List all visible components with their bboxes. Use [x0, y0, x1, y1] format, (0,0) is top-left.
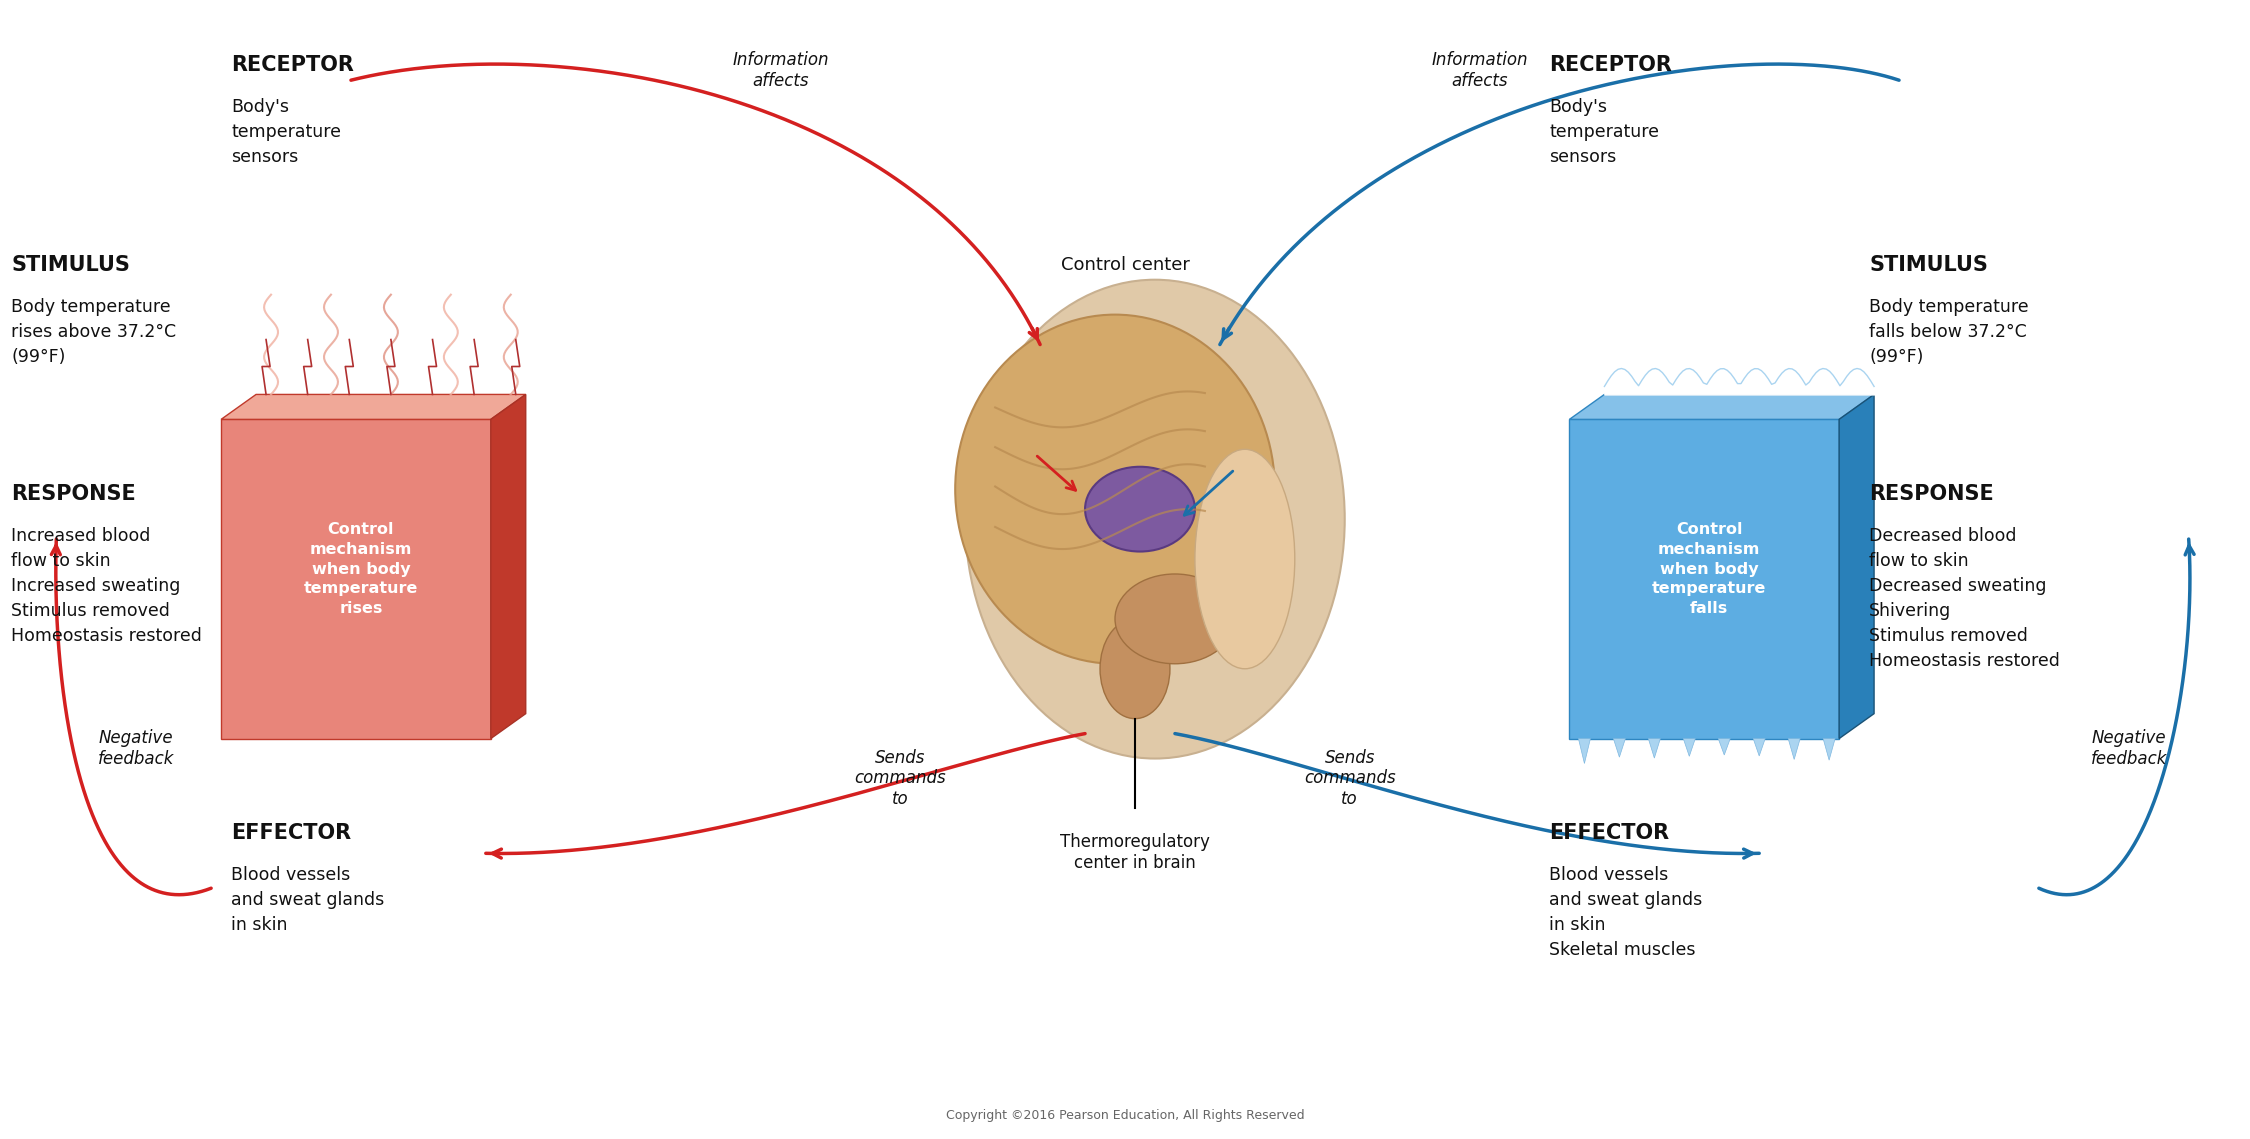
Ellipse shape: [1084, 467, 1195, 551]
Text: Control center: Control center: [1060, 256, 1190, 273]
Polygon shape: [1823, 738, 1836, 760]
Text: RECEPTOR: RECEPTOR: [232, 56, 353, 75]
Text: Sends
commands
to: Sends commands to: [855, 748, 945, 809]
Text: EFFECTOR: EFFECTOR: [1550, 823, 1669, 843]
Polygon shape: [1789, 738, 1800, 756]
Text: Negative
feedback: Negative feedback: [2090, 729, 2167, 768]
Polygon shape: [220, 394, 526, 419]
Text: Body's
temperature
sensors: Body's temperature sensors: [1550, 98, 1660, 166]
Text: Blood vessels
and sweat glands
in skin: Blood vessels and sweat glands in skin: [232, 867, 385, 934]
Text: Copyright ©2016 Pearson Education, All Rights Reserved: Copyright ©2016 Pearson Education, All R…: [945, 1109, 1305, 1122]
Text: RECEPTOR: RECEPTOR: [1550, 56, 1672, 75]
Text: Blood vessels
and sweat glands
in skin
Skeletal muscles: Blood vessels and sweat glands in skin S…: [1550, 867, 1703, 959]
Polygon shape: [1570, 394, 1874, 419]
Text: Information
affects: Information affects: [731, 51, 828, 90]
Polygon shape: [1753, 738, 1766, 762]
Text: EFFECTOR: EFFECTOR: [232, 823, 351, 843]
Text: Decreased blood
flow to skin
Decreased sweating
Shivering
Stimulus removed
Homeo: Decreased blood flow to skin Decreased s…: [1870, 527, 2061, 670]
Ellipse shape: [965, 280, 1346, 759]
Text: Control
mechanism
when body
temperature
falls: Control mechanism when body temperature …: [1652, 522, 1766, 616]
Text: Body temperature
rises above 37.2°C
(99°F): Body temperature rises above 37.2°C (99°…: [11, 297, 176, 366]
Text: Increased blood
flow to skin
Increased sweating
Stimulus removed
Homeostasis res: Increased blood flow to skin Increased s…: [11, 527, 202, 645]
Ellipse shape: [1116, 574, 1235, 664]
Text: Information
affects: Information affects: [1431, 51, 1528, 90]
Text: Thermoregulatory
center in brain: Thermoregulatory center in brain: [1060, 834, 1211, 872]
Polygon shape: [1838, 394, 1874, 738]
Polygon shape: [220, 419, 490, 738]
Polygon shape: [1683, 738, 1694, 760]
Text: Body temperature
falls below 37.2°C
(99°F): Body temperature falls below 37.2°C (99°…: [1870, 297, 2030, 366]
Polygon shape: [1613, 738, 1624, 757]
Polygon shape: [1570, 419, 1838, 738]
Text: Sends
commands
to: Sends commands to: [1305, 748, 1395, 809]
Ellipse shape: [1100, 618, 1170, 719]
Text: STIMULUS: STIMULUS: [11, 255, 130, 274]
Polygon shape: [490, 394, 526, 738]
Text: RESPONSE: RESPONSE: [1870, 484, 1994, 505]
Polygon shape: [1719, 738, 1730, 762]
Text: RESPONSE: RESPONSE: [11, 484, 137, 505]
Text: Body's
temperature
sensors: Body's temperature sensors: [232, 98, 342, 166]
Text: STIMULUS: STIMULUS: [1870, 255, 1989, 274]
Text: Negative
feedback: Negative feedback: [99, 729, 176, 768]
Polygon shape: [1649, 738, 1660, 759]
Text: Control
mechanism
when body
temperature
rises: Control mechanism when body temperature …: [304, 522, 418, 616]
Ellipse shape: [1195, 449, 1294, 669]
Ellipse shape: [956, 314, 1276, 664]
Polygon shape: [1580, 738, 1591, 760]
